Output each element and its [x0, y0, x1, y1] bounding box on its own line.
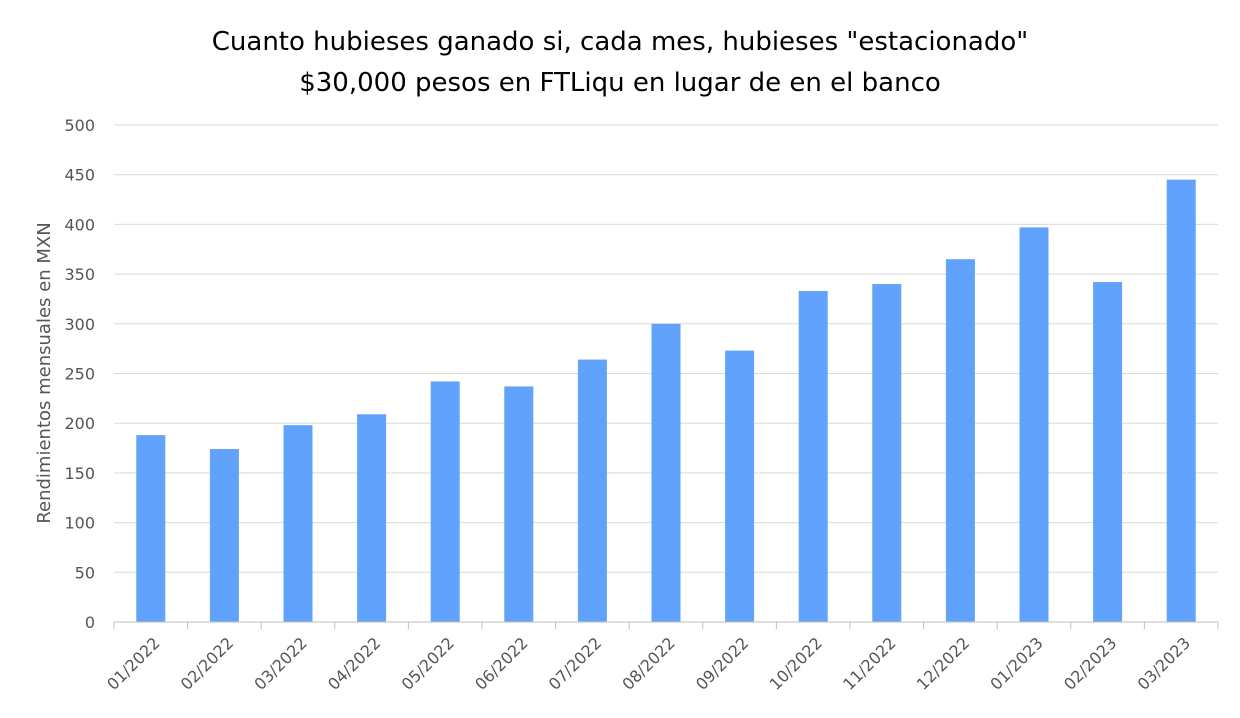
- x-tick-label: 02/2023: [1060, 633, 1120, 693]
- x-axis: [113, 621, 1219, 629]
- x-tick-label: 03/2023: [1134, 633, 1194, 693]
- y-tick-label: 0: [85, 613, 95, 632]
- bar-02-2023: [1093, 282, 1123, 622]
- y-axis-title: Rendimientos mensuales en MXN: [34, 222, 55, 523]
- bar-10-2022: [798, 290, 828, 622]
- bar-01-2022: [136, 435, 166, 622]
- bar-02-2022: [209, 449, 239, 622]
- chart-title: Cuanto hubieses ganado si, cada mes, hub…: [212, 27, 1028, 98]
- x-tick-label: 03/2022: [250, 633, 310, 693]
- bar-04-2022: [357, 414, 387, 622]
- x-tick-label: 11/2022: [839, 633, 899, 693]
- chart-title-line-1: Cuanto hubieses ganado si, cada mes, hub…: [212, 27, 1028, 57]
- y-tick-label: 100: [64, 514, 95, 533]
- x-tick-label: 07/2022: [545, 633, 605, 693]
- x-tick-label: 02/2022: [177, 633, 237, 693]
- x-tick-label: 10/2022: [766, 633, 826, 693]
- bar-03-2022: [283, 425, 313, 622]
- x-tick-label: 08/2022: [618, 633, 678, 693]
- x-tick-label: 05/2022: [398, 633, 458, 693]
- bars: [136, 179, 1196, 623]
- y-tick-label: 450: [64, 166, 95, 185]
- y-axis-tick-labels: 0 50 100 150 200 250 300 350 400 450 500: [64, 116, 95, 632]
- x-tick-label: 09/2022: [692, 633, 752, 693]
- bar-01-2023: [1019, 227, 1049, 622]
- bar-12-2022: [945, 259, 975, 622]
- bar-09-2022: [725, 350, 755, 622]
- bar-05-2022: [430, 381, 460, 622]
- x-tick-label: 12/2022: [913, 633, 973, 693]
- bar-08-2022: [651, 323, 681, 622]
- bar-06-2022: [504, 386, 534, 622]
- x-tick-label: 06/2022: [471, 633, 531, 693]
- bar-03-2023: [1166, 179, 1196, 623]
- x-tick-label: 01/2022: [103, 633, 163, 693]
- y-tick-label: 350: [64, 265, 95, 284]
- x-tick-label: 01/2023: [986, 633, 1046, 693]
- y-tick-label: 200: [64, 414, 95, 433]
- y-tick-label: 400: [64, 215, 95, 234]
- y-tick-label: 500: [64, 116, 95, 135]
- bar-07-2022: [577, 359, 607, 622]
- chart-title-line-2: $30,000 pesos en FTLiqu en lugar de en e…: [299, 68, 941, 98]
- x-tick-label: 04/2022: [324, 633, 384, 693]
- y-tick-label: 300: [64, 315, 95, 334]
- bar-11-2022: [872, 284, 902, 622]
- y-tick-label: 50: [75, 563, 95, 582]
- x-axis-tick-labels: 01/2022 02/2022 03/2022 04/2022 05/2022 06/20…: [103, 633, 1194, 693]
- y-tick-label: 250: [64, 365, 95, 384]
- y-tick-label: 150: [64, 464, 95, 483]
